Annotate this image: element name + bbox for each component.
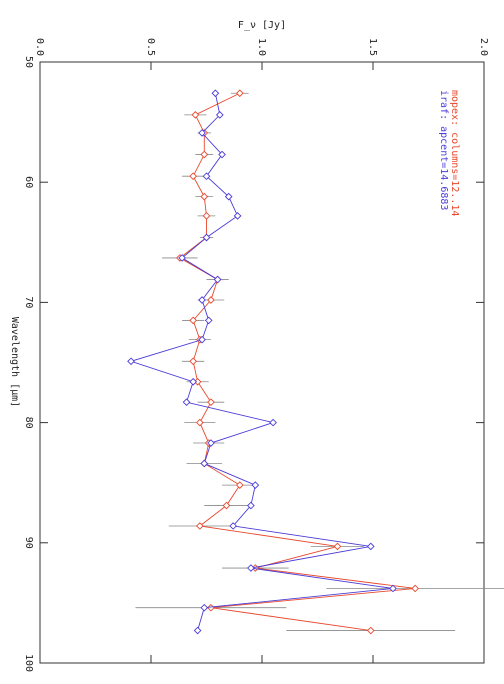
point-marker [269,418,277,427]
point-marker [207,439,215,447]
x-tick-label: 80 [23,417,34,429]
point-marker [202,212,211,220]
point-marker [411,584,420,593]
point-marker [189,377,198,386]
point-marker [207,398,215,407]
point-marker [127,357,135,366]
y-tick-label: 0.0 [34,38,45,56]
point-marker [193,626,202,635]
point-marker [196,522,204,530]
plot-frame [39,61,485,664]
legend-entry: iraf: apcent=14.6883 [438,90,449,210]
y-tick-label: 1.5 [367,38,378,56]
point-marker [198,129,206,137]
point-marker [207,296,215,304]
legend-entry: mopex: columns=12..14 [449,90,460,216]
point-marker [389,584,397,593]
x-tick-label: 50 [23,56,34,68]
y-tick-label: 2.0 [478,38,489,56]
point-marker [189,172,198,181]
point-marker [366,542,375,551]
point-marker [202,233,211,242]
point-marker [202,172,211,181]
point-marker [251,481,260,489]
point-marker [233,212,242,220]
point-marker [191,111,200,119]
point-marker [189,357,198,366]
x-tick-label: 60 [23,176,34,188]
x-axis-label: Wavelength [µm] [9,317,20,407]
point-marker [178,254,186,262]
point-marker [222,501,231,510]
point-marker [247,501,255,510]
point-marker [200,192,209,201]
point-marker [215,111,224,119]
point-marker [224,192,233,201]
series-line [179,92,416,631]
series-line [129,93,394,631]
point-marker [211,89,220,98]
point-marker [247,564,255,572]
point-marker [235,481,244,489]
point-marker [204,316,213,325]
point-marker [189,316,198,325]
point-marker [200,150,209,159]
point-marker [198,335,206,344]
point-marker [218,150,226,159]
point-marker [213,275,222,284]
point-marker [200,459,209,468]
x-tick-label: 100 [23,654,34,672]
rotated-plot: Wavelength [µm] F_ν [Jy] 50 60 70 80 90 100 0.… [9,20,504,672]
x-tick-label: 90 [23,537,34,549]
point-marker [229,522,237,530]
y-tick-label: 1.0 [256,38,267,56]
point-marker [333,542,342,551]
point-marker [366,626,375,635]
x-tick-label: 70 [23,296,34,308]
point-marker [182,398,191,407]
point-marker [196,418,204,427]
point-marker [235,89,244,98]
point-marker [198,296,206,304]
point-marker [200,603,209,612]
y-tick-label: 0.5 [145,38,156,56]
y-axis-label: F_ν [Jy] [238,20,286,31]
